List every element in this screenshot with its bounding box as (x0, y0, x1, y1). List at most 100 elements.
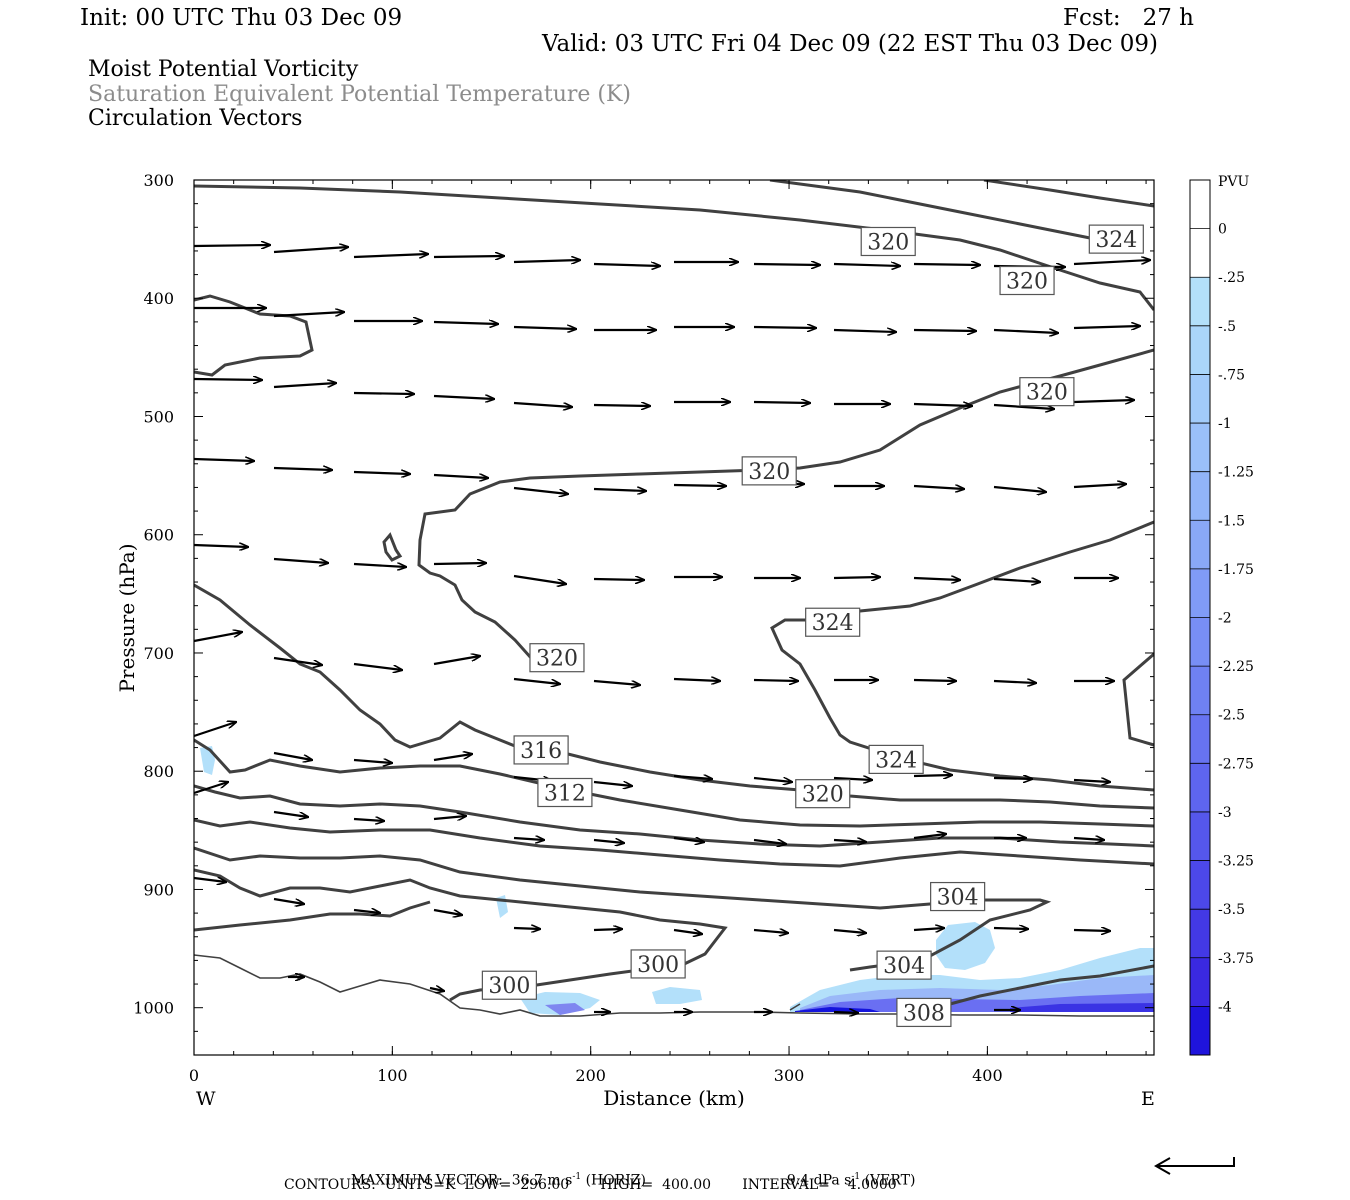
contour-label: 304 (937, 886, 979, 911)
contour-labels: 320 324 320 320 320 324 320 316 324 312 320 304 300 3… (481, 224, 1144, 1028)
colorbar-swatch (1190, 568, 1210, 618)
vector (433, 816, 466, 819)
vector (673, 930, 702, 934)
contour-label-box (529, 643, 585, 673)
vector (513, 486, 568, 494)
x-tick-label: 100 (377, 1066, 408, 1085)
colorbar-swatch (1190, 180, 1210, 230)
colorbar-swatch (1190, 520, 1210, 570)
vector (273, 656, 322, 665)
colorbar-label: -.5 (1218, 319, 1236, 335)
vector (913, 330, 976, 331)
y-tick-label: 400 (143, 289, 174, 308)
colorbar-swatch (1190, 325, 1210, 375)
colorbar-swatch (1190, 763, 1210, 813)
colorbar-label: -1.5 (1218, 513, 1245, 529)
vector (913, 486, 964, 489)
vector (1073, 838, 1104, 840)
reference-vector-arrow (1153, 1157, 1235, 1175)
init-time: Init: 00 UTC Thu 03 Dec 09 (80, 5, 403, 31)
vector (993, 778, 1032, 779)
y-tick-label: 900 (143, 880, 174, 899)
contour-label-box (805, 607, 861, 637)
vector (513, 574, 566, 584)
contour-label-box (860, 226, 916, 257)
contour-label: 300 (488, 974, 530, 999)
max-vector-vert-line: 9.4 dPa s-1 (VERT) (778, 1159, 916, 1188)
vector (433, 656, 480, 666)
vector (193, 876, 226, 882)
contour-label-box (896, 997, 952, 1028)
contour-label-box (876, 950, 932, 980)
vector (1073, 484, 1126, 487)
vert-unit-exponent: -1 (851, 1172, 861, 1182)
vector (593, 264, 660, 266)
contour-label-box (999, 265, 1055, 296)
vector (193, 632, 242, 643)
vector (913, 928, 944, 930)
vector (913, 578, 960, 580)
contour-label: 304 (883, 954, 925, 979)
y-axis-title: Pressure (hPa) (115, 544, 139, 693)
vector (193, 459, 254, 461)
contour-label-box (930, 881, 986, 912)
valid-time: Valid: 03 UTC Fri 04 Dec 09 (22 EST Thu … (542, 31, 1159, 57)
pv-colorbar: 0 -.25 -.5 -.75 -1 -1.25 -1.5 -1.75 -2 -2.25 -2.5 -… (1189, 179, 1254, 1056)
vector (913, 404, 972, 406)
y-tick-label: 800 (143, 762, 174, 781)
vector (433, 322, 498, 324)
vector (753, 327, 816, 328)
contour-label-box (481, 970, 537, 1000)
contour-label: 308 (903, 1001, 945, 1026)
contour-small-loop (382, 532, 403, 562)
contour-label-box (795, 779, 851, 809)
vector (1073, 260, 1150, 266)
vector (273, 312, 344, 318)
vector (673, 679, 720, 681)
colorbar-swatch (1190, 471, 1210, 521)
theta-e-contours (194, 180, 1154, 1017)
vector (593, 679, 640, 685)
pv-patch-low2 (652, 987, 702, 1004)
vector (353, 819, 384, 821)
contour-top-east (983, 180, 1154, 208)
vector (513, 838, 544, 840)
vector (593, 780, 632, 786)
contour-324-east (770, 520, 1154, 792)
x-end-label-west: W (196, 1088, 216, 1110)
y-tick-label: 1000 (133, 999, 174, 1018)
vector (753, 680, 798, 681)
vector (673, 485, 726, 486)
vector (913, 264, 980, 265)
vector (433, 908, 462, 915)
forecast-hour: Fcst: 27 h (1063, 5, 1194, 31)
field-title-vectors: Circulation Vectors (88, 106, 303, 131)
contour-east-edge (1122, 652, 1154, 747)
vector (193, 722, 236, 738)
vector (273, 810, 308, 817)
vector (273, 751, 312, 760)
contour-label-box (630, 949, 686, 979)
vector (993, 579, 1040, 582)
colorbar-unit: PVU (1218, 174, 1250, 190)
contour-312 (194, 738, 1154, 828)
contour-324-top (769, 180, 1091, 240)
vector (193, 245, 270, 246)
x-tick-label: 0 (189, 1066, 199, 1085)
contour-label: 316 (520, 739, 562, 764)
vector (993, 485, 1046, 492)
contour-label-box (537, 777, 593, 808)
vector (513, 327, 576, 329)
vector (833, 930, 866, 933)
colorbar-label: -2.25 (1218, 659, 1254, 675)
field-title-mpv: Moist Potential Vorticity (88, 57, 359, 82)
vector (1073, 400, 1134, 402)
vector (753, 264, 820, 265)
colorbar-label: -2 (1218, 611, 1232, 627)
vector (993, 403, 1054, 409)
x-axis-title: Distance (km) (603, 1086, 745, 1110)
colorbar-swatch (1190, 617, 1210, 667)
vector (353, 393, 414, 394)
contour-label: 324 (812, 611, 854, 636)
